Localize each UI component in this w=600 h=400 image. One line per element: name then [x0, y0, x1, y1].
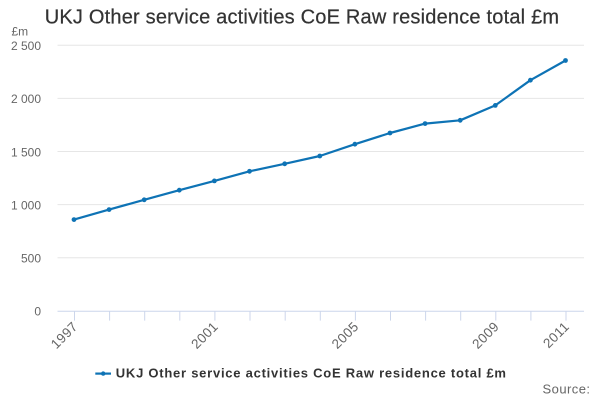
svg-text:UKJ Other service activities C: UKJ Other service activities CoE Raw res… [45, 7, 560, 29]
svg-text:UKJ Other service activities C: UKJ Other service activities CoE Raw res… [116, 366, 507, 381]
svg-text:£m: £m [12, 25, 29, 39]
svg-text:0: 0 [34, 305, 41, 319]
svg-text:Source:: Source: [543, 382, 591, 397]
svg-text:2 500: 2 500 [11, 39, 41, 53]
svg-text:1 500: 1 500 [11, 145, 41, 159]
svg-text:500: 500 [21, 252, 41, 266]
svg-text:1 000: 1 000 [11, 198, 41, 212]
svg-text:2 000: 2 000 [11, 92, 41, 106]
